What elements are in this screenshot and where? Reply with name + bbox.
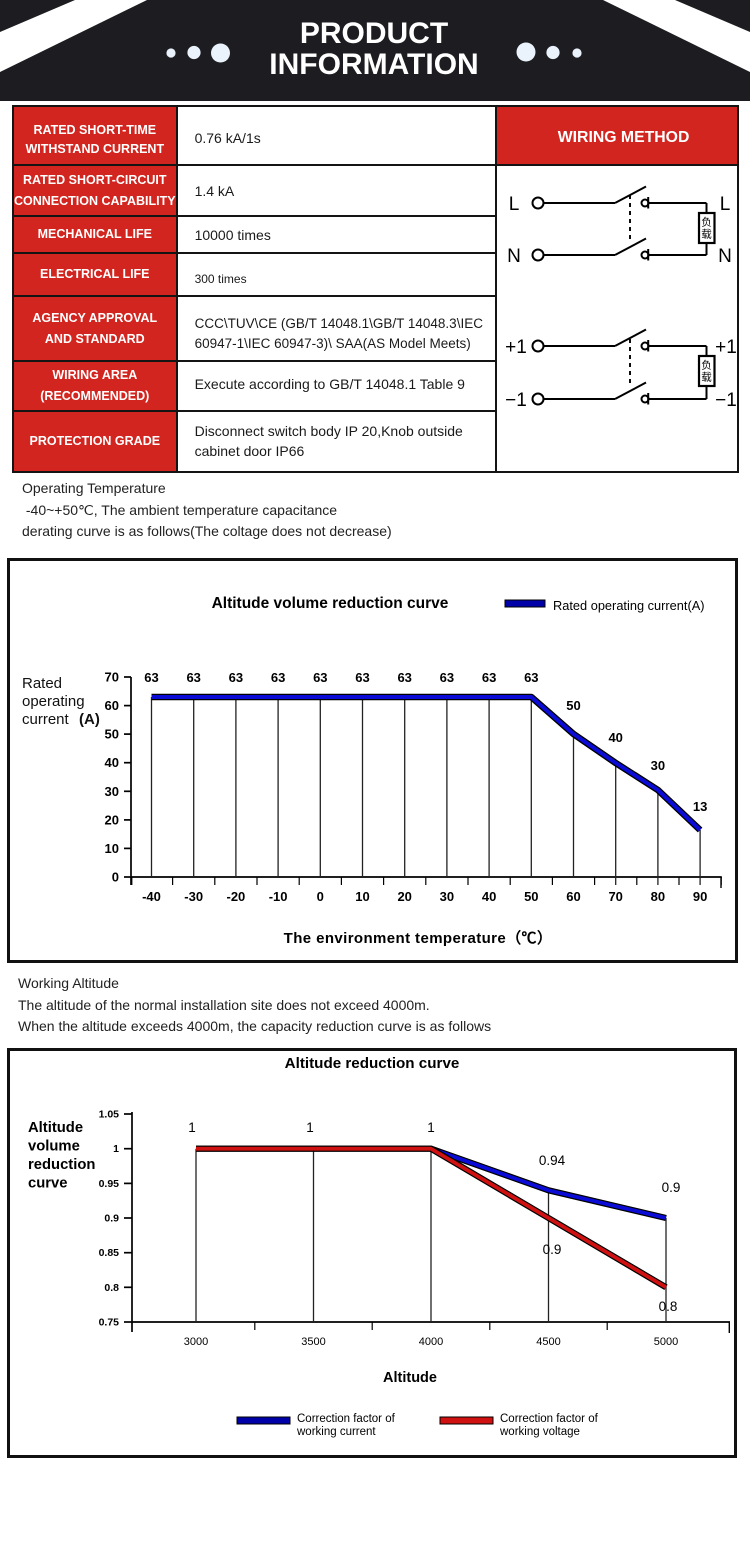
svg-text:PRODUCT: PRODUCT [300,17,448,50]
svg-text:operating: operating [22,693,85,710]
svg-text:40: 40 [105,755,119,770]
svg-text:L: L [720,194,731,215]
svg-text:1.05: 1.05 [99,1109,120,1121]
svg-text:Correction factor of: Correction factor of [500,1413,599,1425]
svg-text:10: 10 [105,841,119,856]
svg-text:13: 13 [693,799,707,814]
svg-text:载: 载 [701,372,712,384]
svg-text:curve: curve [28,1176,68,1192]
svg-text:reduction: reduction [28,1157,95,1173]
svg-text:3500: 3500 [301,1336,325,1348]
svg-text:50: 50 [524,889,538,904]
svg-text:63: 63 [271,670,285,685]
svg-text:负: 负 [701,359,712,372]
svg-text:40: 40 [482,889,496,904]
svg-text:90: 90 [693,889,707,904]
svg-text:Rated: Rated [22,675,62,692]
svg-text:Altitude volume reduction curv: Altitude volume reduction curve [212,595,449,612]
svg-text:63: 63 [397,670,411,685]
svg-text:0.94: 0.94 [539,1153,566,1168]
svg-text:30: 30 [105,784,119,799]
svg-text:3000: 3000 [184,1336,208,1348]
svg-text:Altitude: Altitude [383,1370,437,1386]
svg-text:4000: 4000 [419,1336,443,1348]
svg-text:Altitude reduction curve: Altitude reduction curve [285,1055,460,1072]
svg-text:+1: +1 [505,337,527,358]
svg-text:80: 80 [651,889,665,904]
svg-text:The environment temperature（℃）: The environment temperature（℃） [284,929,553,947]
svg-text:30: 30 [651,758,665,773]
svg-text:0.75: 0.75 [99,1317,120,1329]
svg-text:0.9: 0.9 [543,1242,562,1257]
svg-text:−1: −1 [715,390,737,411]
svg-text:Altitude: Altitude [28,1120,83,1136]
svg-text:volume: volume [28,1139,80,1155]
svg-text:63: 63 [355,670,369,685]
svg-text:Correction factor of: Correction factor of [297,1413,396,1425]
svg-text:20: 20 [105,812,119,827]
svg-text:63: 63 [229,670,243,685]
svg-text:+1: +1 [715,337,737,358]
svg-text:0.85: 0.85 [99,1247,120,1259]
svg-text:1: 1 [306,1120,314,1135]
svg-text:50: 50 [105,727,119,742]
svg-text:-10: -10 [269,889,288,904]
svg-text:5000: 5000 [654,1336,678,1348]
svg-text:63: 63 [144,670,158,685]
svg-text:载: 载 [701,229,712,241]
svg-text:0.8: 0.8 [104,1282,119,1294]
svg-text:63: 63 [524,670,538,685]
svg-text:20: 20 [397,889,411,904]
svg-text:INFORMATION: INFORMATION [269,48,478,81]
svg-text:0: 0 [317,889,324,904]
svg-text:1: 1 [427,1120,435,1135]
svg-text:-20: -20 [227,889,246,904]
svg-text:current: current [22,711,70,728]
svg-text:70: 70 [608,889,622,904]
svg-text:Rated operating current(A): Rated operating current(A) [553,598,705,613]
svg-text:(A): (A) [79,711,100,728]
svg-text:10: 10 [355,889,369,904]
svg-text:0.95: 0.95 [99,1178,120,1190]
svg-text:负: 负 [701,216,712,229]
svg-text:40: 40 [608,730,622,745]
svg-text:50: 50 [566,698,580,713]
svg-text:63: 63 [313,670,327,685]
svg-text:63: 63 [440,670,454,685]
svg-text:1: 1 [188,1120,196,1135]
svg-text:-30: -30 [184,889,203,904]
svg-text:63: 63 [186,670,200,685]
svg-text:0.9: 0.9 [662,1180,681,1195]
svg-text:working current: working current [296,1426,376,1438]
svg-text:N: N [507,246,521,267]
svg-text:60: 60 [105,698,119,713]
svg-text:4500: 4500 [536,1336,560,1348]
svg-text:L: L [509,194,520,215]
svg-text:−1: −1 [505,390,527,411]
svg-text:0.9: 0.9 [104,1213,119,1225]
svg-text:0: 0 [112,870,119,885]
svg-text:1: 1 [113,1143,119,1155]
svg-text:70: 70 [105,670,119,685]
svg-text:30: 30 [440,889,454,904]
svg-text:working voltage: working voltage [499,1426,580,1438]
svg-text:0.8: 0.8 [659,1299,678,1314]
svg-text:63: 63 [482,670,496,685]
svg-text:60: 60 [566,889,580,904]
svg-text:-40: -40 [142,889,161,904]
svg-text:N: N [718,246,732,267]
